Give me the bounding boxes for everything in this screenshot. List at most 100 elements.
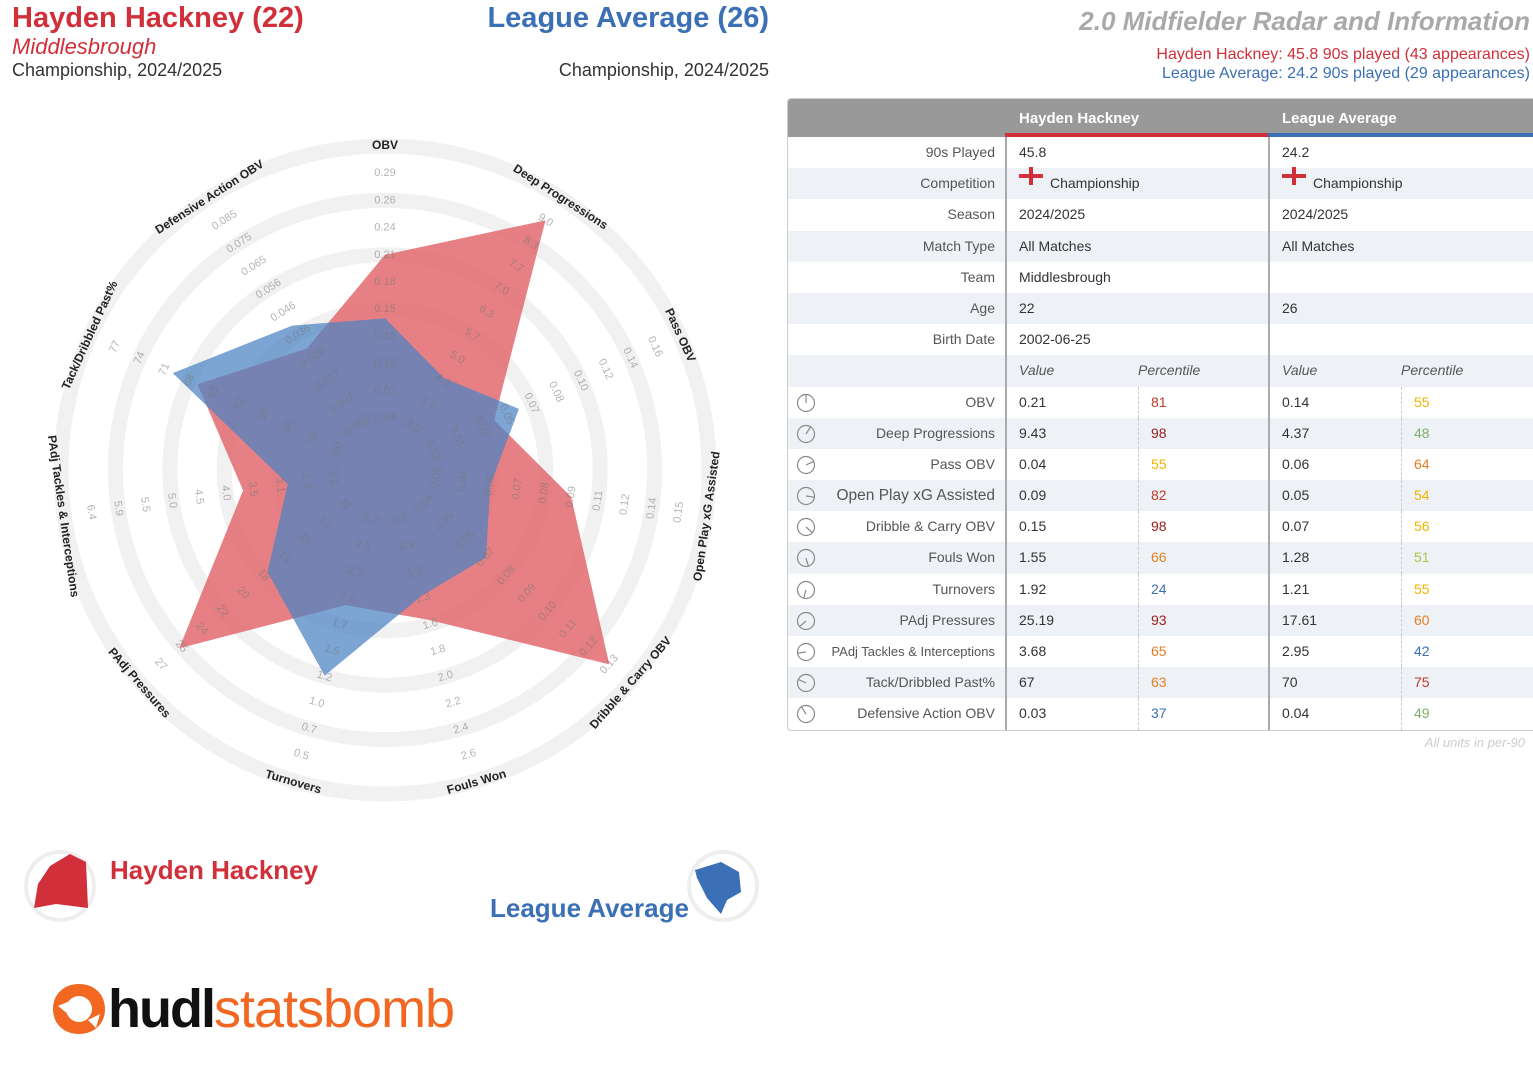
metric-dial-icon <box>796 393 816 412</box>
player-legend-icon <box>24 850 96 922</box>
player-stat-cell: 0.03 37 <box>1005 698 1268 730</box>
average-stat-cell: 0.07 56 <box>1268 511 1533 543</box>
player-stat-cell: 67 63 <box>1005 667 1268 699</box>
axis-tick-label: 0.18 <box>374 276 395 288</box>
player-value: 0.04 <box>1019 455 1047 472</box>
axis-tick-label: 0.29 <box>374 167 395 179</box>
average-stat-cell: 70 75 <box>1268 667 1533 699</box>
player-percentile: 65 <box>1138 636 1167 668</box>
axis-tick-label: 27 <box>152 656 169 673</box>
cell-value: 2024/2025 <box>1019 206 1086 223</box>
axis-tick-label: 2.5 <box>354 538 372 554</box>
metric-label: Tack/Dribbled Past% <box>865 674 995 691</box>
metric-dial-icon <box>796 674 816 693</box>
axis-tick-label: 0.02 <box>429 466 444 489</box>
player-value: 0.03 <box>1019 705 1047 722</box>
axis-tick-label: 0.08 <box>546 380 566 404</box>
logo-statsbomb: statsbomb <box>213 979 455 1039</box>
player-info-line: Hayden Hackney: 45.8 90s played (43 appe… <box>1156 46 1530 63</box>
player-value: 0.21 <box>1019 393 1047 410</box>
player-value: 0.09 <box>1019 487 1047 504</box>
row-label: Pass OBV <box>788 449 1005 480</box>
table-row: Competition Championship Championship <box>788 167 1533 200</box>
average-cell: 2024/2025 <box>1268 199 1533 231</box>
axis-tick-label: 0.085 <box>210 208 240 233</box>
metric-label: Fouls Won <box>928 549 995 566</box>
average-value: 0.06 <box>1282 455 1310 472</box>
player-cell: 2002-06-25 <box>1005 324 1268 356</box>
average-polygon <box>172 318 519 676</box>
player-value: 3.68 <box>1019 643 1047 659</box>
player-percentile: 37 <box>1138 698 1167 730</box>
axis-tick-label: 2.6 <box>460 747 478 763</box>
row-label: Fouls Won <box>788 542 1005 573</box>
axis-tick-label: 1.8 <box>429 642 447 658</box>
axis-label: Deep Progressions <box>511 161 611 232</box>
units-note: All units in per-90 <box>1424 735 1525 750</box>
axis-tick-label: 0.9 <box>398 538 416 554</box>
axis-tick-label: 0.08 <box>537 481 552 504</box>
player-percentile: 66 <box>1138 542 1167 574</box>
axis-tick-label: 4.0 <box>219 484 233 501</box>
player-stat-cell: 25.19 93 <box>1005 604 1268 636</box>
row-label: Turnovers <box>788 574 1005 605</box>
subheader-cell: Value Percentile <box>1005 355 1268 387</box>
axis-tick-label: 3.5 <box>246 481 260 498</box>
average-stat-cell: 0.06 64 <box>1268 448 1533 481</box>
row-label: OBV <box>788 387 1005 418</box>
row-label: Defensive Action OBV <box>788 698 1005 729</box>
axis-tick-label: 1.5 <box>323 642 341 658</box>
average-value: 17.61 <box>1282 611 1318 628</box>
row-label: Birth Date <box>932 331 995 348</box>
player-cell: Championship <box>1005 167 1268 200</box>
metric-label: Deep Progressions <box>875 424 995 441</box>
row-label: PAdj Tackles & Interceptions <box>788 636 1005 667</box>
cell-value: Championship <box>1050 175 1140 192</box>
table-row: Age 22 26 <box>788 292 1533 325</box>
player-stat-cell: 3.68 65 <box>1005 636 1268 668</box>
cell-value: All Matches <box>1019 237 1092 254</box>
player-stat-cell: 0.15 98 <box>1005 511 1268 543</box>
average-percentile: 56 <box>1401 511 1430 543</box>
axis-tick-label: 5.5 <box>138 496 152 513</box>
player-value: 9.43 <box>1019 424 1047 441</box>
average-value: 70 <box>1282 674 1298 691</box>
player-cell: Middlesbrough <box>1005 261 1268 293</box>
axis-tick-label: 62 <box>231 395 247 411</box>
legend-average: League Average <box>490 893 689 923</box>
axis-tick-label: 0.09 <box>564 485 579 508</box>
metric-dial-icon <box>796 424 816 443</box>
axis-tick-label: 68 <box>181 373 197 389</box>
average-cell: 26 <box>1268 292 1533 325</box>
row-label <box>788 355 1005 386</box>
table-row: Fouls Won 1.55 66 1.28 51 <box>788 542 1533 574</box>
percentile-heading: Percentile <box>1401 362 1464 379</box>
player-percentile: 55 <box>1138 448 1167 481</box>
player-percentile: 98 <box>1138 417 1167 449</box>
row-label: Match Type <box>922 237 995 254</box>
average-value: 0.04 <box>1282 705 1310 722</box>
axis-tick-label: 5.9 <box>111 500 125 517</box>
value-heading: Value <box>1282 362 1318 379</box>
cell-value: 2024/2025 <box>1282 206 1349 223</box>
metric-dial-icon <box>796 549 816 568</box>
player-value: 0.15 <box>1019 518 1047 535</box>
player-value: 1.92 <box>1019 580 1047 597</box>
player-stat-cell: 1.92 24 <box>1005 573 1268 605</box>
axis-tick-label: 0.14 <box>644 497 659 520</box>
average-competition: Championship, 2024/2025 <box>558 60 769 80</box>
average-cell: All Matches <box>1268 230 1533 262</box>
player-competition: Championship, 2024/2025 <box>12 60 223 80</box>
axis-tick-label: 0.24 <box>374 222 395 234</box>
average-value: 0.07 <box>1282 518 1310 535</box>
average-percentile: 48 <box>1401 417 1430 449</box>
row-label: Deep Progressions <box>788 418 1005 449</box>
axis-tick-label: 1.6 <box>421 616 439 632</box>
metric-label: Turnovers <box>932 580 995 597</box>
axis-tick-label: 59 <box>255 406 271 422</box>
statsbomb-logo-icon <box>53 984 105 1034</box>
player-stat-cell: 1.55 66 <box>1005 542 1268 574</box>
table-row: Deep Progressions 9.43 98 4.37 48 <box>788 417 1533 449</box>
average-value: 0.05 <box>1282 487 1310 504</box>
average-percentile: 42 <box>1401 636 1430 668</box>
